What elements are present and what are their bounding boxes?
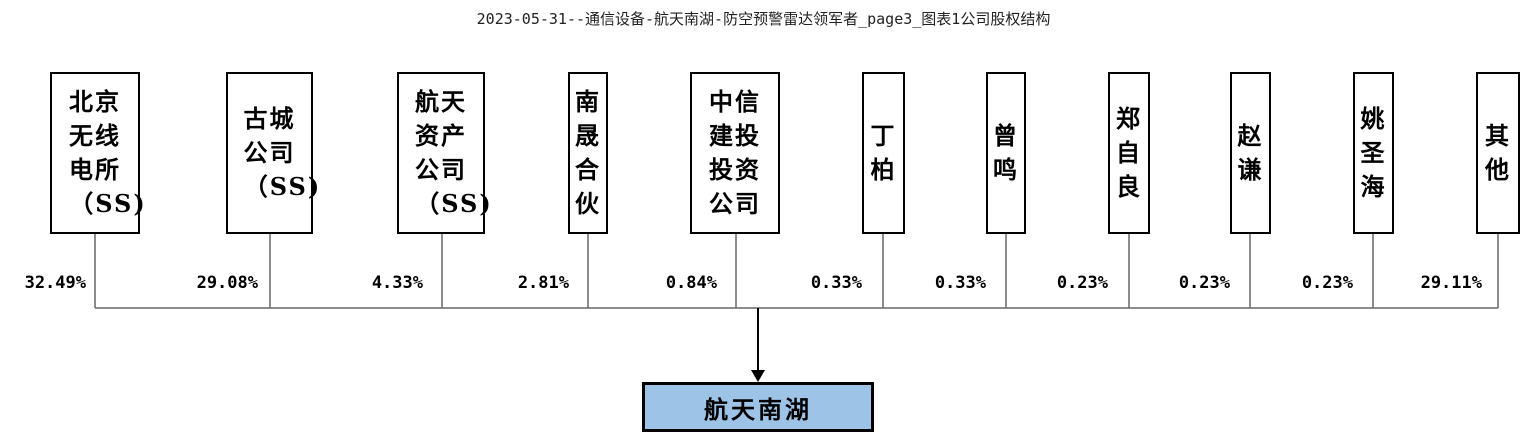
target-company-name: 航天南湖: [704, 394, 812, 424]
shareholder-name: 中信 建投 投资 公司: [692, 85, 778, 221]
shareholder-box: 其他: [1476, 72, 1520, 234]
shareholder-name-line: 北京: [69, 87, 121, 116]
shareholder-name-line: （SS): [69, 189, 147, 218]
shareholder-name-line: 其: [1485, 121, 1511, 150]
shareholder-name-line: 丁: [870, 121, 897, 150]
shareholder-name-line: 中信: [709, 87, 761, 116]
shareholder-name-line: 资产: [415, 121, 467, 150]
shareholder-name: 丁柏: [864, 119, 903, 187]
shareholder-box: 赵谦: [1230, 72, 1271, 234]
shareholding-percentage: 32.49%: [24, 273, 86, 293]
shareholder-name-line: 柏: [870, 155, 897, 184]
shareholder-name: 赵谦: [1232, 119, 1269, 187]
shareholding-percentage: 0.33%: [934, 273, 986, 293]
shareholder-box: 郑自良: [1108, 72, 1150, 234]
shareholder-box: 古城公司 （SS): [226, 72, 320, 234]
shareholder-box: 航天资产公司 （SS): [397, 72, 491, 234]
shareholder-name-line: 郑: [1116, 104, 1142, 133]
shareholding-percentage: 29.08%: [196, 273, 258, 293]
shareholding-percentage: 29.11%: [1420, 273, 1482, 293]
shareholder-name-line: 圣: [1360, 138, 1387, 167]
shareholder-name: 南晟合伙: [570, 85, 606, 221]
shareholder-name-line: 良: [1116, 172, 1142, 201]
shareholder-name: 姚圣海: [1355, 102, 1392, 204]
shareholder-name-line: 合: [575, 155, 601, 184]
shareholder-name-line: 曾: [993, 121, 1019, 150]
shareholder-box: 曾鸣: [986, 72, 1026, 234]
shareholder-name-line: 谦: [1237, 155, 1264, 184]
shareholder-box: 姚圣海: [1353, 72, 1394, 234]
shareholder-name-line: 赵: [1237, 121, 1264, 150]
arrow-head: [751, 370, 765, 382]
shareholder-box: 北京无线电所 （SS): [50, 72, 145, 234]
shareholder-name-line: 伙: [575, 189, 601, 218]
shareholding-percentage: 0.33%: [810, 273, 862, 293]
shareholder-name-line: 投资: [709, 155, 761, 184]
shareholder-name-line: 公司: [415, 155, 467, 184]
shareholding-percentage: 0.23%: [1178, 273, 1230, 293]
shareholding-percentage: 4.33%: [371, 273, 423, 293]
shareholder-name-line: 公司: [709, 189, 761, 218]
shareholding-percentage: 0.23%: [1056, 273, 1108, 293]
shareholder-name-line: 航天: [415, 87, 467, 116]
shareholding-percentage: 0.84%: [665, 273, 717, 293]
shareholder-name-line: 电所: [69, 155, 121, 184]
shareholder-name-line: 建投: [709, 121, 761, 150]
shareholder-name: 曾鸣: [988, 119, 1024, 187]
shareholding-percentage: 2.81%: [517, 273, 569, 293]
shareholder-box: 南晟合伙: [568, 72, 608, 234]
shareholder-name-line: （SS): [243, 172, 322, 201]
shareholder-box: 丁柏: [862, 72, 905, 234]
shareholder-name: 其他: [1478, 119, 1518, 187]
shareholder-name-line: 晟: [575, 121, 601, 150]
shareholder-name: 古城公司 （SS): [228, 102, 320, 204]
shareholder-name-line: 南: [575, 87, 601, 116]
shareholder-name-line: 自: [1116, 138, 1142, 167]
shareholder-name-line: 他: [1485, 155, 1511, 184]
shareholder-name: 郑自良: [1110, 102, 1148, 204]
shareholder-name: 航天资产公司 （SS): [399, 85, 491, 221]
shareholder-name-line: 无线: [69, 121, 121, 150]
page-title: 2023-05-31--通信设备-航天南湖-防空预警雷达领军者_page3_图表…: [476, 10, 1051, 28]
shareholder-name: 北京无线电所 （SS): [52, 85, 145, 221]
shareholder-name-line: 姚: [1360, 104, 1387, 133]
shareholding-percentage: 0.23%: [1301, 273, 1353, 293]
shareholder-name-line: 海: [1360, 172, 1387, 201]
target-company-box: 航天南湖: [642, 382, 874, 432]
shareholder-name-line: 公司: [243, 138, 296, 167]
shareholder-name-line: 古城: [243, 104, 296, 133]
shareholder-box: 中信 建投 投资 公司: [690, 72, 780, 234]
shareholder-name-line: （SS): [415, 189, 493, 218]
shareholder-name-line: 鸣: [993, 155, 1019, 184]
